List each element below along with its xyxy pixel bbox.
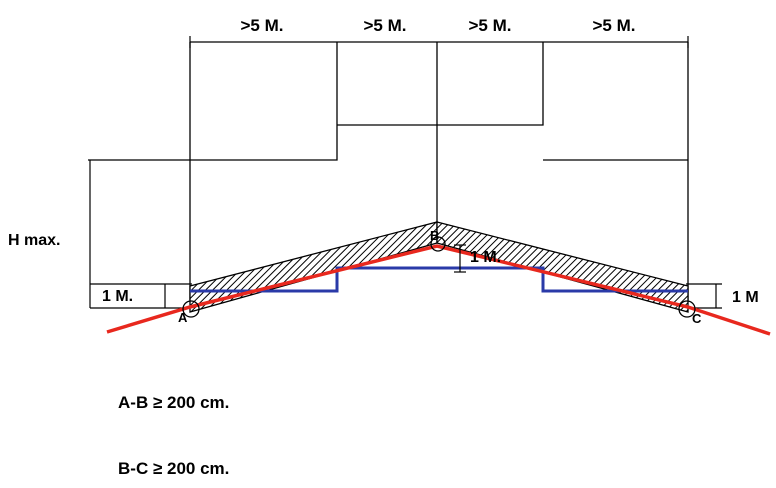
point-a-label: A [178, 310, 188, 325]
right-offset-dimension: 1 M [686, 283, 759, 309]
point-a: A [178, 300, 200, 325]
height-dimension: H max. [8, 160, 91, 308]
point-b-marker [430, 236, 446, 252]
ridge-offset-dimension: 1 M. [454, 244, 501, 273]
red-profile-line [106, 244, 771, 336]
point-c: C [678, 300, 702, 326]
ridge-offset-label: 1 M. [470, 249, 501, 266]
top-spacing-label-4: >5 M. [593, 16, 636, 35]
point-b-label: B [430, 228, 439, 243]
top-dimension-chain: >5 M. >5 M. >5 M. >5 M. [189, 16, 689, 48]
left-offset-dimension: 1 M. [90, 283, 192, 309]
right-offset-label: 1 M [732, 289, 759, 306]
blue-stepped-line [190, 266, 688, 293]
top-spacing-label-1: >5 M. [241, 16, 284, 35]
point-c-marker [678, 300, 696, 318]
point-a-marker [182, 300, 200, 318]
condition-bc: B-C ≥ 200 cm. [118, 459, 229, 478]
point-b: B [430, 228, 446, 252]
height-envelope-outline [88, 42, 688, 161]
height-label: H max. [8, 232, 60, 249]
left-offset-label: 1 M. [102, 288, 133, 305]
top-spacing-label-3: >5 M. [469, 16, 512, 35]
condition-ab: A-B ≥ 200 cm. [118, 393, 229, 412]
point-c-label: C [692, 311, 702, 326]
top-spacing-label-2: >5 M. [364, 16, 407, 35]
